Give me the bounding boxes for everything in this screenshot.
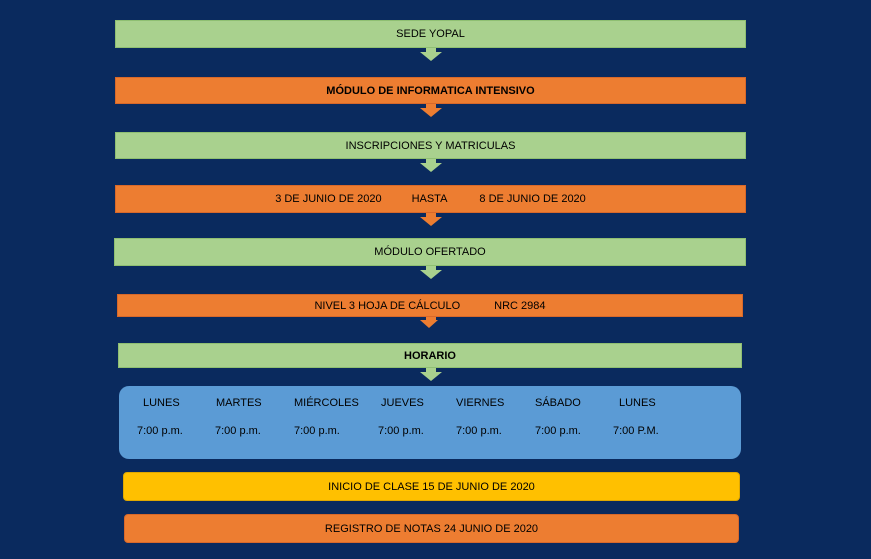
- step-modulo: MÓDULO DE INFORMATICA INTENSIVO: [115, 77, 746, 104]
- day-label: LUNES: [619, 397, 656, 409]
- step-fechas: 3 DE JUNIO DE 2020 HASTA 8 DE JUNIO DE 2…: [115, 185, 746, 213]
- arrow-down-icon: [420, 217, 442, 226]
- time-label: 7:00 p.m.: [456, 425, 502, 437]
- arrow-down-icon: [426, 48, 436, 52]
- time-label: 7:00 p.m.: [215, 425, 261, 437]
- arrow-down-icon: [426, 317, 436, 320]
- day-label: LUNES: [143, 397, 180, 409]
- step-horario-label: HORARIO: [404, 349, 456, 362]
- day-label: MIÉRCOLES: [294, 397, 359, 409]
- time-label: 7:00 p.m.: [535, 425, 581, 437]
- nrc-label: NRC 2984: [494, 299, 546, 312]
- hasta-label: HASTA: [411, 193, 448, 205]
- fecha-fin: 8 DE JUNIO DE 2020: [479, 193, 586, 205]
- time-label: 7:00 p.m.: [294, 425, 340, 437]
- step-modulo-ofertado-label: MÓDULO OFERTADO: [374, 246, 486, 258]
- time-label: 7:00 P.M.: [613, 425, 659, 437]
- arrow-down-icon: [420, 52, 442, 61]
- arrow-down-icon: [420, 270, 442, 279]
- day-label: MARTES: [216, 397, 262, 409]
- registro-notas-label: REGISTRO DE NOTAS 24 JUNIO DE 2020: [324, 522, 539, 535]
- day-label: SÁBADO: [535, 397, 581, 409]
- arrow-down-icon: [420, 163, 442, 172]
- nivel-label: NIVEL 3 HOJA DE CÁLCULO: [314, 299, 461, 312]
- time-label: 7:00 p.m.: [378, 425, 424, 437]
- arrow-down-icon: [426, 368, 436, 372]
- step-nivel: NIVEL 3 HOJA DE CÁLCULO NRC 2984: [117, 294, 743, 317]
- arrow-down-icon: [426, 266, 436, 270]
- step-horario: HORARIO: [118, 343, 742, 368]
- arrow-down-icon: [420, 108, 442, 117]
- step-sede: SEDE YOPAL: [115, 20, 746, 48]
- time-label: 7:00 p.m.: [137, 425, 183, 437]
- arrow-down-icon: [426, 159, 436, 163]
- step-modulo-ofertado: MÓDULO OFERTADO: [114, 238, 746, 266]
- step-sede-label: SEDE YOPAL: [396, 28, 465, 40]
- inicio-clase-label: INICIO DE CLASE 15 DE JUNIO DE 2020: [328, 480, 535, 493]
- step-modulo-label: MÓDULO DE INFORMATICA INTENSIVO: [326, 84, 535, 97]
- step-inscripciones-label: INSCRIPCIONES Y MATRICULAS: [345, 139, 516, 152]
- day-label: JUEVES: [381, 397, 424, 409]
- registro-notas-banner: REGISTRO DE NOTAS 24 JUNIO DE 2020: [124, 514, 739, 543]
- fecha-inicio: 3 DE JUNIO DE 2020: [275, 193, 382, 205]
- arrow-down-icon: [420, 320, 438, 328]
- arrow-down-icon: [420, 372, 442, 381]
- arrow-down-icon: [426, 213, 436, 217]
- day-label: VIERNES: [456, 397, 505, 409]
- step-inscripciones: INSCRIPCIONES Y MATRICULAS: [115, 132, 746, 159]
- schedule-box: LUNES 7:00 p.m. MARTES 7:00 p.m. MIÉRCOL…: [119, 386, 741, 459]
- inicio-clase-banner: INICIO DE CLASE 15 DE JUNIO DE 2020: [123, 472, 740, 501]
- arrow-down-icon: [426, 104, 436, 108]
